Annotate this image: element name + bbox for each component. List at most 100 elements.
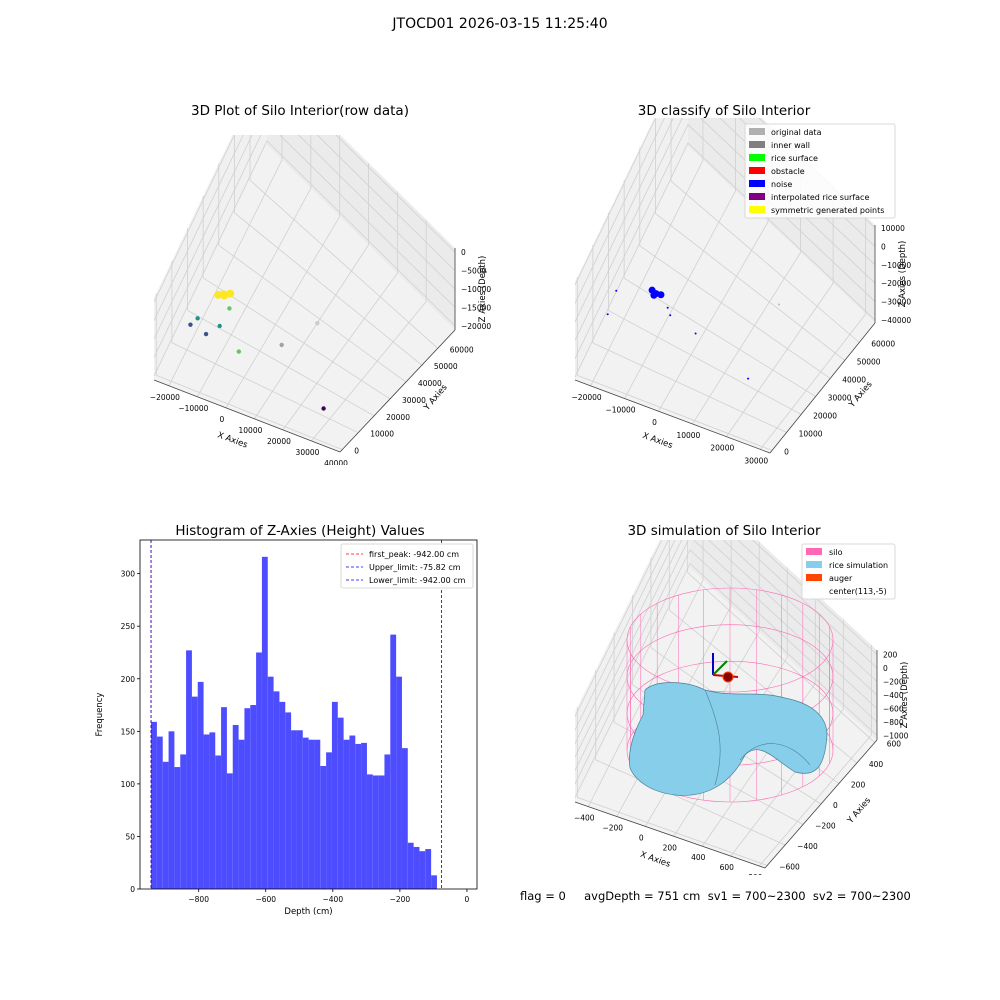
p1-grid-y [171,342,359,434]
histogram-bar [390,634,397,889]
p2-legend-label: noise [771,180,792,189]
histogram-bar [215,755,222,889]
p4-legend-swatch [806,574,822,581]
center-axis-y [712,660,728,676]
p1-grid-x [197,187,312,397]
panel1-3d-scatter: −20000 −10000 0 10000 20000 30000 40000 0 10000 2… [150,135,491,465]
p2-noise-point [747,377,750,380]
histogram-bar [291,730,297,889]
histogram-bar [355,743,362,889]
p4-grid-z [574,549,878,785]
rice-surface-ridge [704,689,721,786]
p2-legend-swatch [749,193,765,200]
p2-y-axis-line [769,322,876,454]
p2-z-tick-label: −10000 [881,261,911,270]
figure-suptitle: JTOCD01 2026-03-15 11:25:40 [392,16,608,32]
p2-x-tick-label: −20000 [572,393,602,402]
p1-x-tick-label: −10000 [178,404,208,413]
histogram-bar [331,701,338,889]
histogram-bar [256,652,262,889]
p1-data-point [219,290,228,299]
histogram-y-tick-label: 0 [130,885,135,894]
p2-grid-x [624,190,736,399]
histogram-bar [384,754,391,889]
p1-data-point [217,323,222,329]
histogram-bar [232,725,239,889]
rice-simulation-surface [629,682,828,796]
p2-legend-swatch [749,128,765,135]
p2-legend-label: inner wall [771,141,810,150]
p4-z-tick-label: −1000 [883,732,909,741]
histogram-y-tick-label: 200 [121,675,136,684]
histogram-bar [250,705,257,889]
histogram-bar [226,773,233,889]
histogram-y-axis-label: Frequency [95,693,105,737]
p1-data-point [227,306,232,311]
p2-grid-y [608,310,802,415]
p4-z-tick-label: −800 [883,718,904,727]
panel2-3d-classify: −20000−100000100002000030000010000200003… [572,118,911,465]
p4-grid-z [574,562,878,798]
p1-x-tick-label: 20000 [267,437,291,446]
histogram-bar [366,774,373,889]
p1-z-tick-label: −5000 [461,267,487,276]
p2-noise-point [615,289,618,292]
p1-y-tick-label: 10000 [370,430,394,439]
histogram-bar [186,650,192,889]
panel3-histogram: −800 −600 −400 −200 0 0 50 100 150 200 250 300 Depth… [95,539,478,917]
histogram-x-tick-label: −200 [390,895,411,904]
p4-legend-box [801,543,896,600]
histogram-x-tick-label: −800 [188,895,209,904]
p1-data-point [226,289,235,298]
p4-z-axis-label: Z Axies (Depth) [900,662,910,729]
p2-legend-label: obstacle [771,167,805,176]
p2-y-tick-label: 50000 [857,357,881,366]
histogram-bar [221,707,227,889]
p2-x-tick-label: 10000 [676,431,700,440]
p2-legend-label: rice surface [771,154,818,163]
p4-z-tick-label: −200 [883,678,904,687]
histogram-bar [209,732,216,889]
p4-y-tick-label: −600 [779,862,800,871]
p1-z-axis-label: Z Axies (Depth) [478,256,488,323]
histogram-x-tick-label: −600 [255,895,276,904]
histogram-bar [238,739,245,889]
histogram-bar [407,842,414,889]
panel4-title: 3D simulation of Silo Interior [627,523,821,539]
p1-x-tick-label: 40000 [324,459,348,465]
p2-x-axis-line [574,379,771,454]
p4-y-tick-label: −400 [797,842,818,851]
p1-data-point [188,322,193,327]
p1-z-tick-label: 0 [461,248,466,257]
p2-grid-x [692,252,801,425]
p1-grid-y [249,179,439,349]
histogram-bar [151,721,157,889]
histogram-bar [156,736,163,889]
histogram-bar [162,761,169,889]
p4-grid-z [574,540,878,758]
p2-grid-z [574,142,876,378]
p1-z-tick-label: −15000 [461,303,491,312]
p1-grid-y [156,374,343,450]
histogram-bar [320,766,327,889]
p2-legend-label: symmetric generated points [771,206,884,215]
p1-data-point [195,316,200,321]
panel3-title: Histogram of Z-Axies (Height) Values [175,523,425,539]
p1-data-point [321,406,326,411]
p2-noise-point [778,303,780,306]
p4-y-tick-label: 400 [869,760,884,769]
p4-z-tick-label: −600 [883,705,904,714]
p2-grid-z [574,123,876,359]
p4-legend-label: auger [829,574,853,583]
p1-data-point [279,342,284,348]
p1-grid-z [153,135,456,358]
p4-y-tick-label: 0 [833,801,838,810]
p2-legend-swatch [749,180,765,187]
p1-x-axis-line [153,379,341,453]
histogram-bar [279,701,286,889]
p1-x-tick-label: 0 [220,415,225,424]
p1-back-pane [267,135,455,330]
p4-x-tick-label: −400 [574,814,595,823]
histogram-bar [349,735,356,889]
p4-grid-z [574,540,878,744]
